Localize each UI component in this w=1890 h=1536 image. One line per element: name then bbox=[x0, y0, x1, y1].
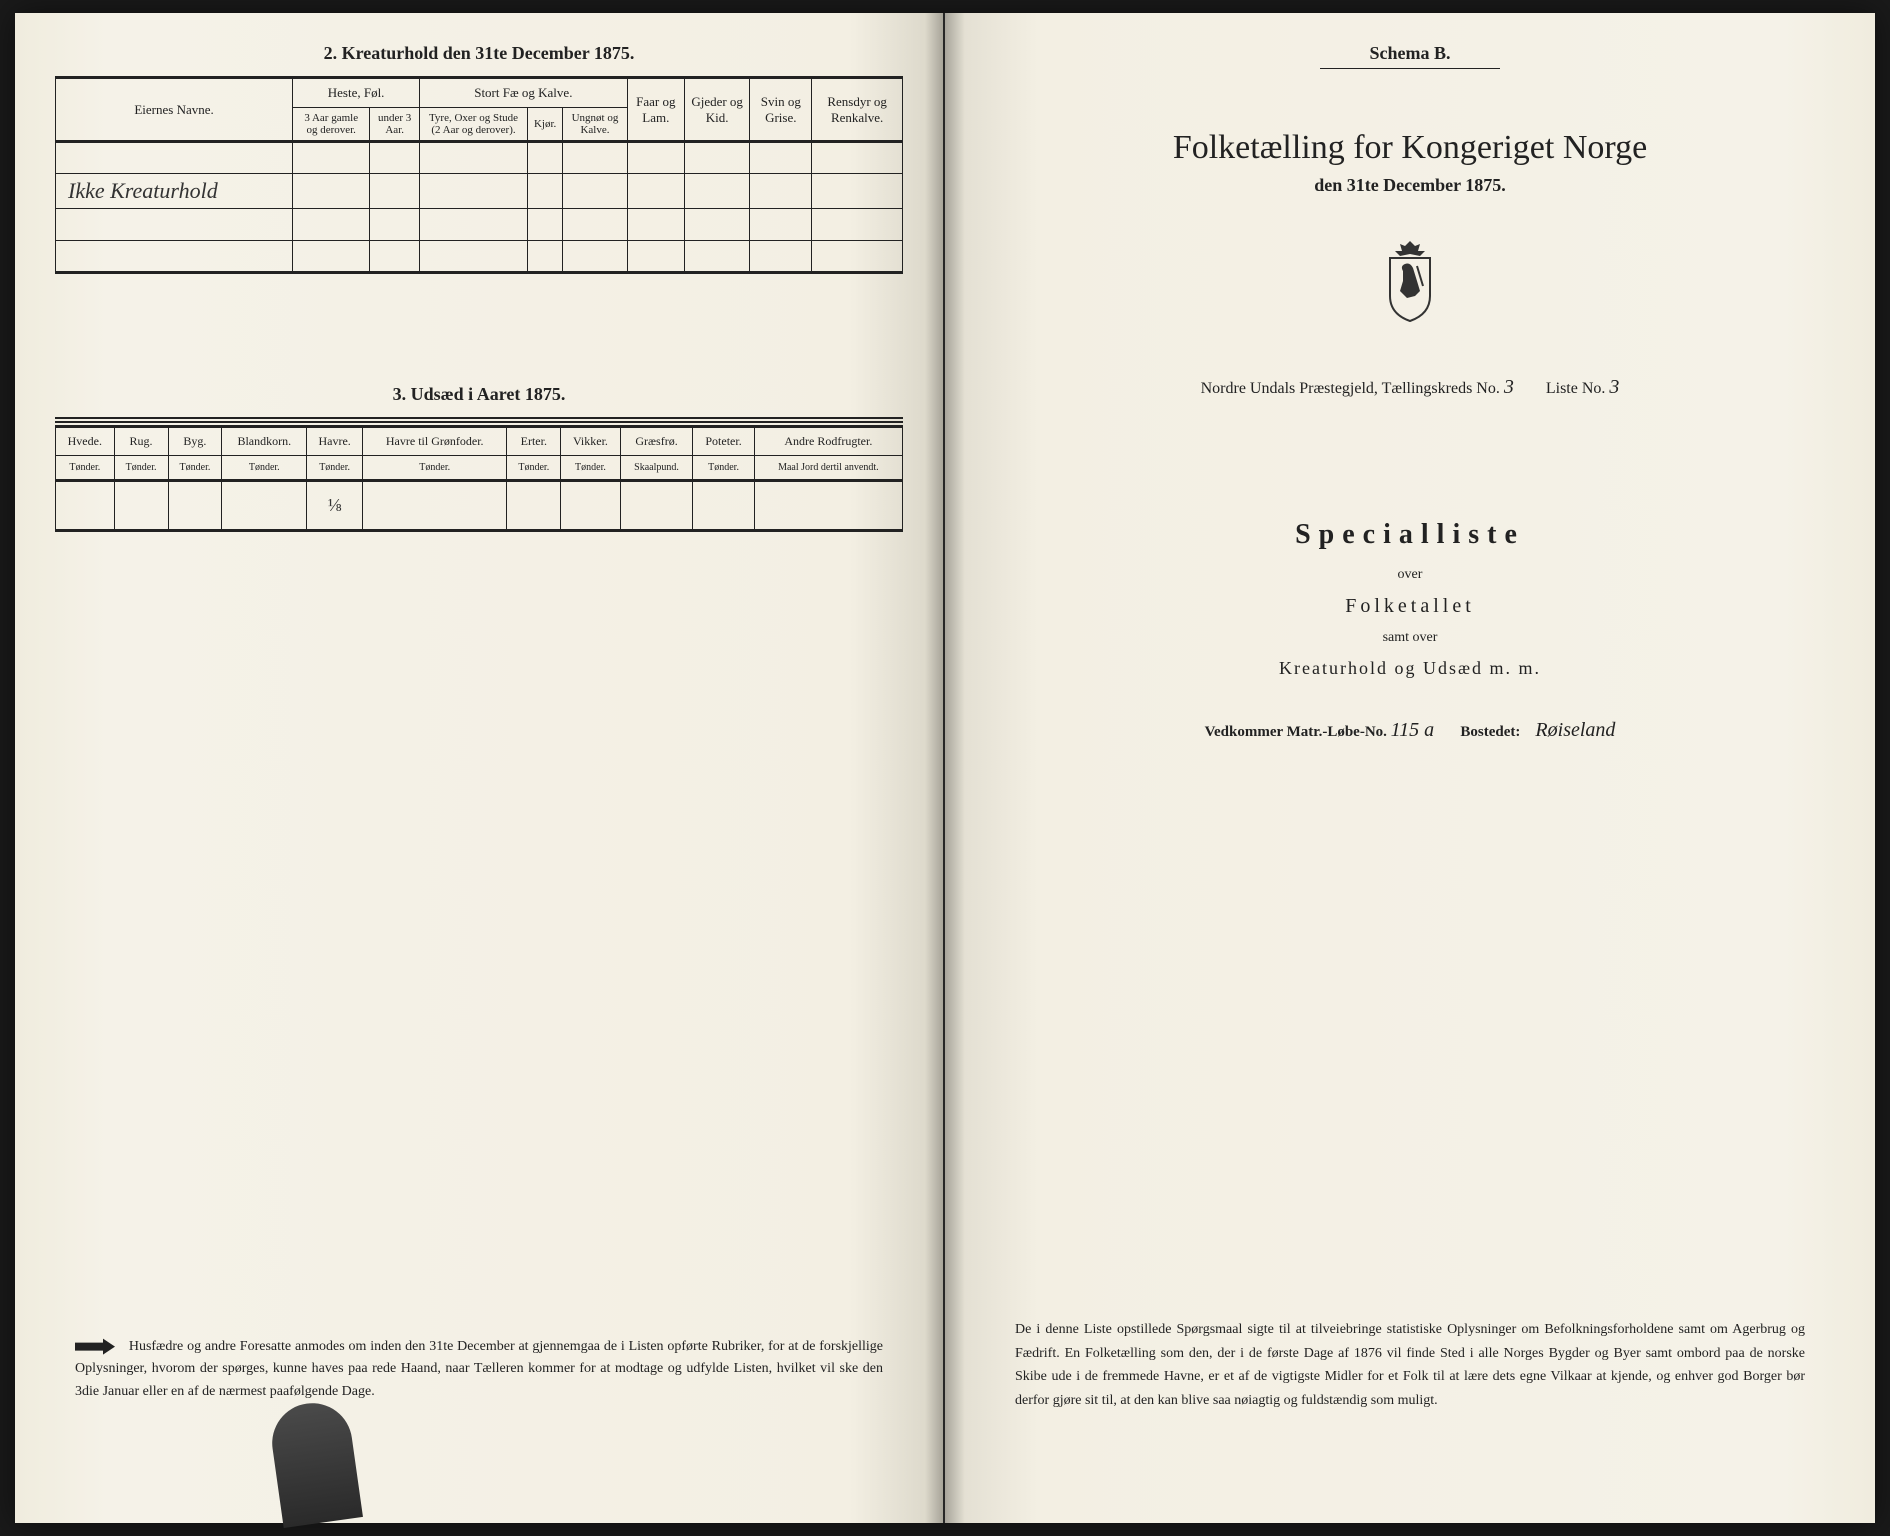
district-line: Nordre Undals Præstegjeld, Tællingskreds… bbox=[985, 376, 1835, 399]
udsaed-table: Hvede. Rug. Byg. Blandkorn. Havre. Havre… bbox=[55, 425, 903, 532]
folketallet-text: Folketallet bbox=[985, 595, 1835, 618]
col-svin: Svin og Grise. bbox=[750, 78, 812, 142]
right-footer-text: De i denne Liste opstillede Spørgsmaal s… bbox=[1015, 1318, 1805, 1413]
kreds-no: 3 bbox=[1504, 376, 1514, 398]
t2-h4: Havre. bbox=[307, 427, 363, 456]
district-label: Præstegjeld, Tællingskreds No. bbox=[1299, 380, 1500, 397]
handwritten-entry: Ikke Kreaturhold bbox=[56, 174, 293, 209]
t2-h5: Havre til Grønfoder. bbox=[363, 427, 507, 456]
divider bbox=[55, 421, 903, 423]
t2-s0: Tønder. bbox=[56, 456, 115, 481]
t2-h0: Hvede. bbox=[56, 427, 115, 456]
vedk-line: Vedkommer Matr.-Løbe-No. 115 a Bostedet:… bbox=[985, 719, 1835, 742]
t2-h3: Blandkorn. bbox=[222, 427, 307, 456]
right-page: Schema B. Folketælling for Kongeriget No… bbox=[945, 13, 1875, 1523]
district-prefix: Nordre Undals bbox=[1201, 380, 1296, 397]
t2-h2: Byg. bbox=[168, 427, 222, 456]
matr-no: 115 a bbox=[1391, 719, 1435, 741]
bosted-value: Røiseland bbox=[1535, 719, 1615, 741]
left-footer-note: Husfædre og andre Foresatte anmodes om i… bbox=[75, 1336, 883, 1403]
liste-no: 3 bbox=[1609, 376, 1619, 398]
book-spread: 2. Kreaturhold den 31te December 1875. E… bbox=[15, 13, 1875, 1523]
left-page: 2. Kreaturhold den 31te December 1875. E… bbox=[15, 13, 945, 1523]
over-text: over bbox=[985, 567, 1835, 583]
pointing-hand-icon bbox=[75, 1337, 115, 1357]
coat-of-arms-icon bbox=[1375, 236, 1445, 326]
divider bbox=[55, 417, 903, 419]
schema-label: Schema B. bbox=[1320, 43, 1500, 69]
t2-h9: Poteter. bbox=[693, 427, 754, 456]
havre-value: ⅛ bbox=[307, 481, 363, 531]
bosted-label: Bostedet: bbox=[1460, 724, 1520, 740]
table2-data-row: ⅛ bbox=[56, 481, 903, 531]
section2-title: 2. Kreaturhold den 31te December 1875. bbox=[55, 43, 903, 64]
main-title: Folketælling for Kongeriget Norge bbox=[985, 129, 1835, 167]
t2-s2: Tønder. bbox=[168, 456, 222, 481]
col-stort: Stort Fæ og Kalve. bbox=[420, 78, 628, 108]
t2-s10: Maal Jord dertil anvendt. bbox=[754, 456, 902, 481]
heste-sub2: under 3 Aar. bbox=[370, 108, 420, 142]
vedk-label: Vedkommer Matr.-Løbe-No. bbox=[1205, 724, 1387, 740]
t2-h1: Rug. bbox=[114, 427, 168, 456]
t2-h8: Græsfrø. bbox=[620, 427, 693, 456]
heste-sub1: 3 Aar gamle og derover. bbox=[293, 108, 370, 142]
t2-h6: Erter. bbox=[507, 427, 561, 456]
col-faar: Faar og Lam. bbox=[627, 78, 684, 142]
kreatur-line: Kreaturhold og Udsæd m. m. bbox=[985, 658, 1835, 679]
col-eiernes: Eiernes Navne. bbox=[56, 78, 293, 142]
thumb-shadow bbox=[267, 1398, 363, 1528]
t2-h7: Vikker. bbox=[561, 427, 620, 456]
subtitle: den 31te December 1875. bbox=[985, 175, 1835, 196]
samt-text: samt over bbox=[985, 630, 1835, 646]
liste-label: Liste No. bbox=[1546, 380, 1606, 397]
t2-s6: Tønder. bbox=[507, 456, 561, 481]
table2-header-row: Hvede. Rug. Byg. Blandkorn. Havre. Havre… bbox=[56, 427, 903, 456]
table2-subheader-row: Tønder. Tønder. Tønder. Tønder. Tønder. … bbox=[56, 456, 903, 481]
col-rensdyr: Rensdyr og Renkalve. bbox=[812, 78, 903, 142]
stort-sub1: Tyre, Oxer og Stude (2 Aar og derover). bbox=[420, 108, 528, 142]
t2-s5: Tønder. bbox=[363, 456, 507, 481]
t2-h10: Andre Rodfrugter. bbox=[754, 427, 902, 456]
col-gjeder: Gjeder og Kid. bbox=[684, 78, 749, 142]
t2-s3: Tønder. bbox=[222, 456, 307, 481]
t2-s1: Tønder. bbox=[114, 456, 168, 481]
t2-s4: Tønder. bbox=[307, 456, 363, 481]
footer-text: Husfædre og andre Foresatte anmodes om i… bbox=[75, 1339, 883, 1399]
section3-title: 3. Udsæd i Aaret 1875. bbox=[55, 384, 903, 405]
kreaturhold-table: Eiernes Navne. Heste, Føl. Stort Fæ og K… bbox=[55, 76, 903, 274]
stort-sub3: Ungnøt og Kalve. bbox=[563, 108, 627, 142]
stort-sub2: Kjør. bbox=[527, 108, 562, 142]
t2-s9: Tønder. bbox=[693, 456, 754, 481]
t2-s8: Skaalpund. bbox=[620, 456, 693, 481]
t2-s7: Tønder. bbox=[561, 456, 620, 481]
specialliste-title: Specialliste bbox=[985, 519, 1835, 551]
col-heste: Heste, Føl. bbox=[293, 78, 420, 108]
